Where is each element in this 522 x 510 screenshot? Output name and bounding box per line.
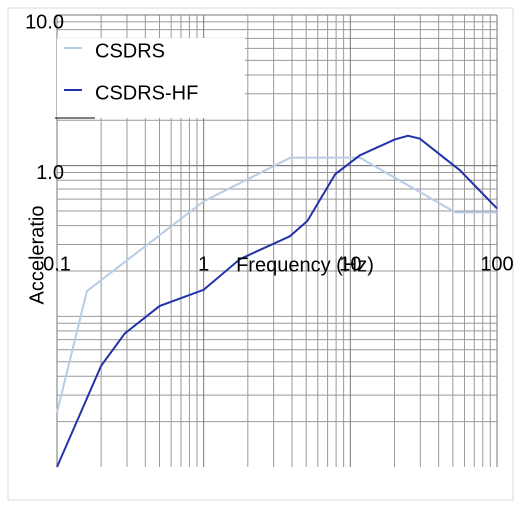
x-tick-label: 10 (339, 253, 361, 275)
y-tick-label: 10.0 (25, 11, 64, 33)
y-axis-label: Acceleratio (26, 206, 48, 305)
x-tick-label: 0.1 (43, 253, 71, 275)
legend-label: CSDRS-HF (95, 82, 198, 104)
x-tick-label: 100 (480, 253, 513, 275)
legend-label: CSDRS (95, 40, 165, 62)
legend-box (57, 38, 245, 118)
series-line (56, 156, 497, 413)
grid (56, 14, 498, 467)
series-line (56, 134, 498, 468)
x-tick-label: 1 (198, 253, 209, 275)
lines (56, 134, 498, 468)
x-axis-label: Frequency (Hz) (236, 254, 374, 276)
labels: 0.1 1 10 100 10.0 1.0 Frequency (Hz) Accelerati… (25, 11, 514, 304)
y-tick-label: 1.0 (36, 162, 64, 184)
